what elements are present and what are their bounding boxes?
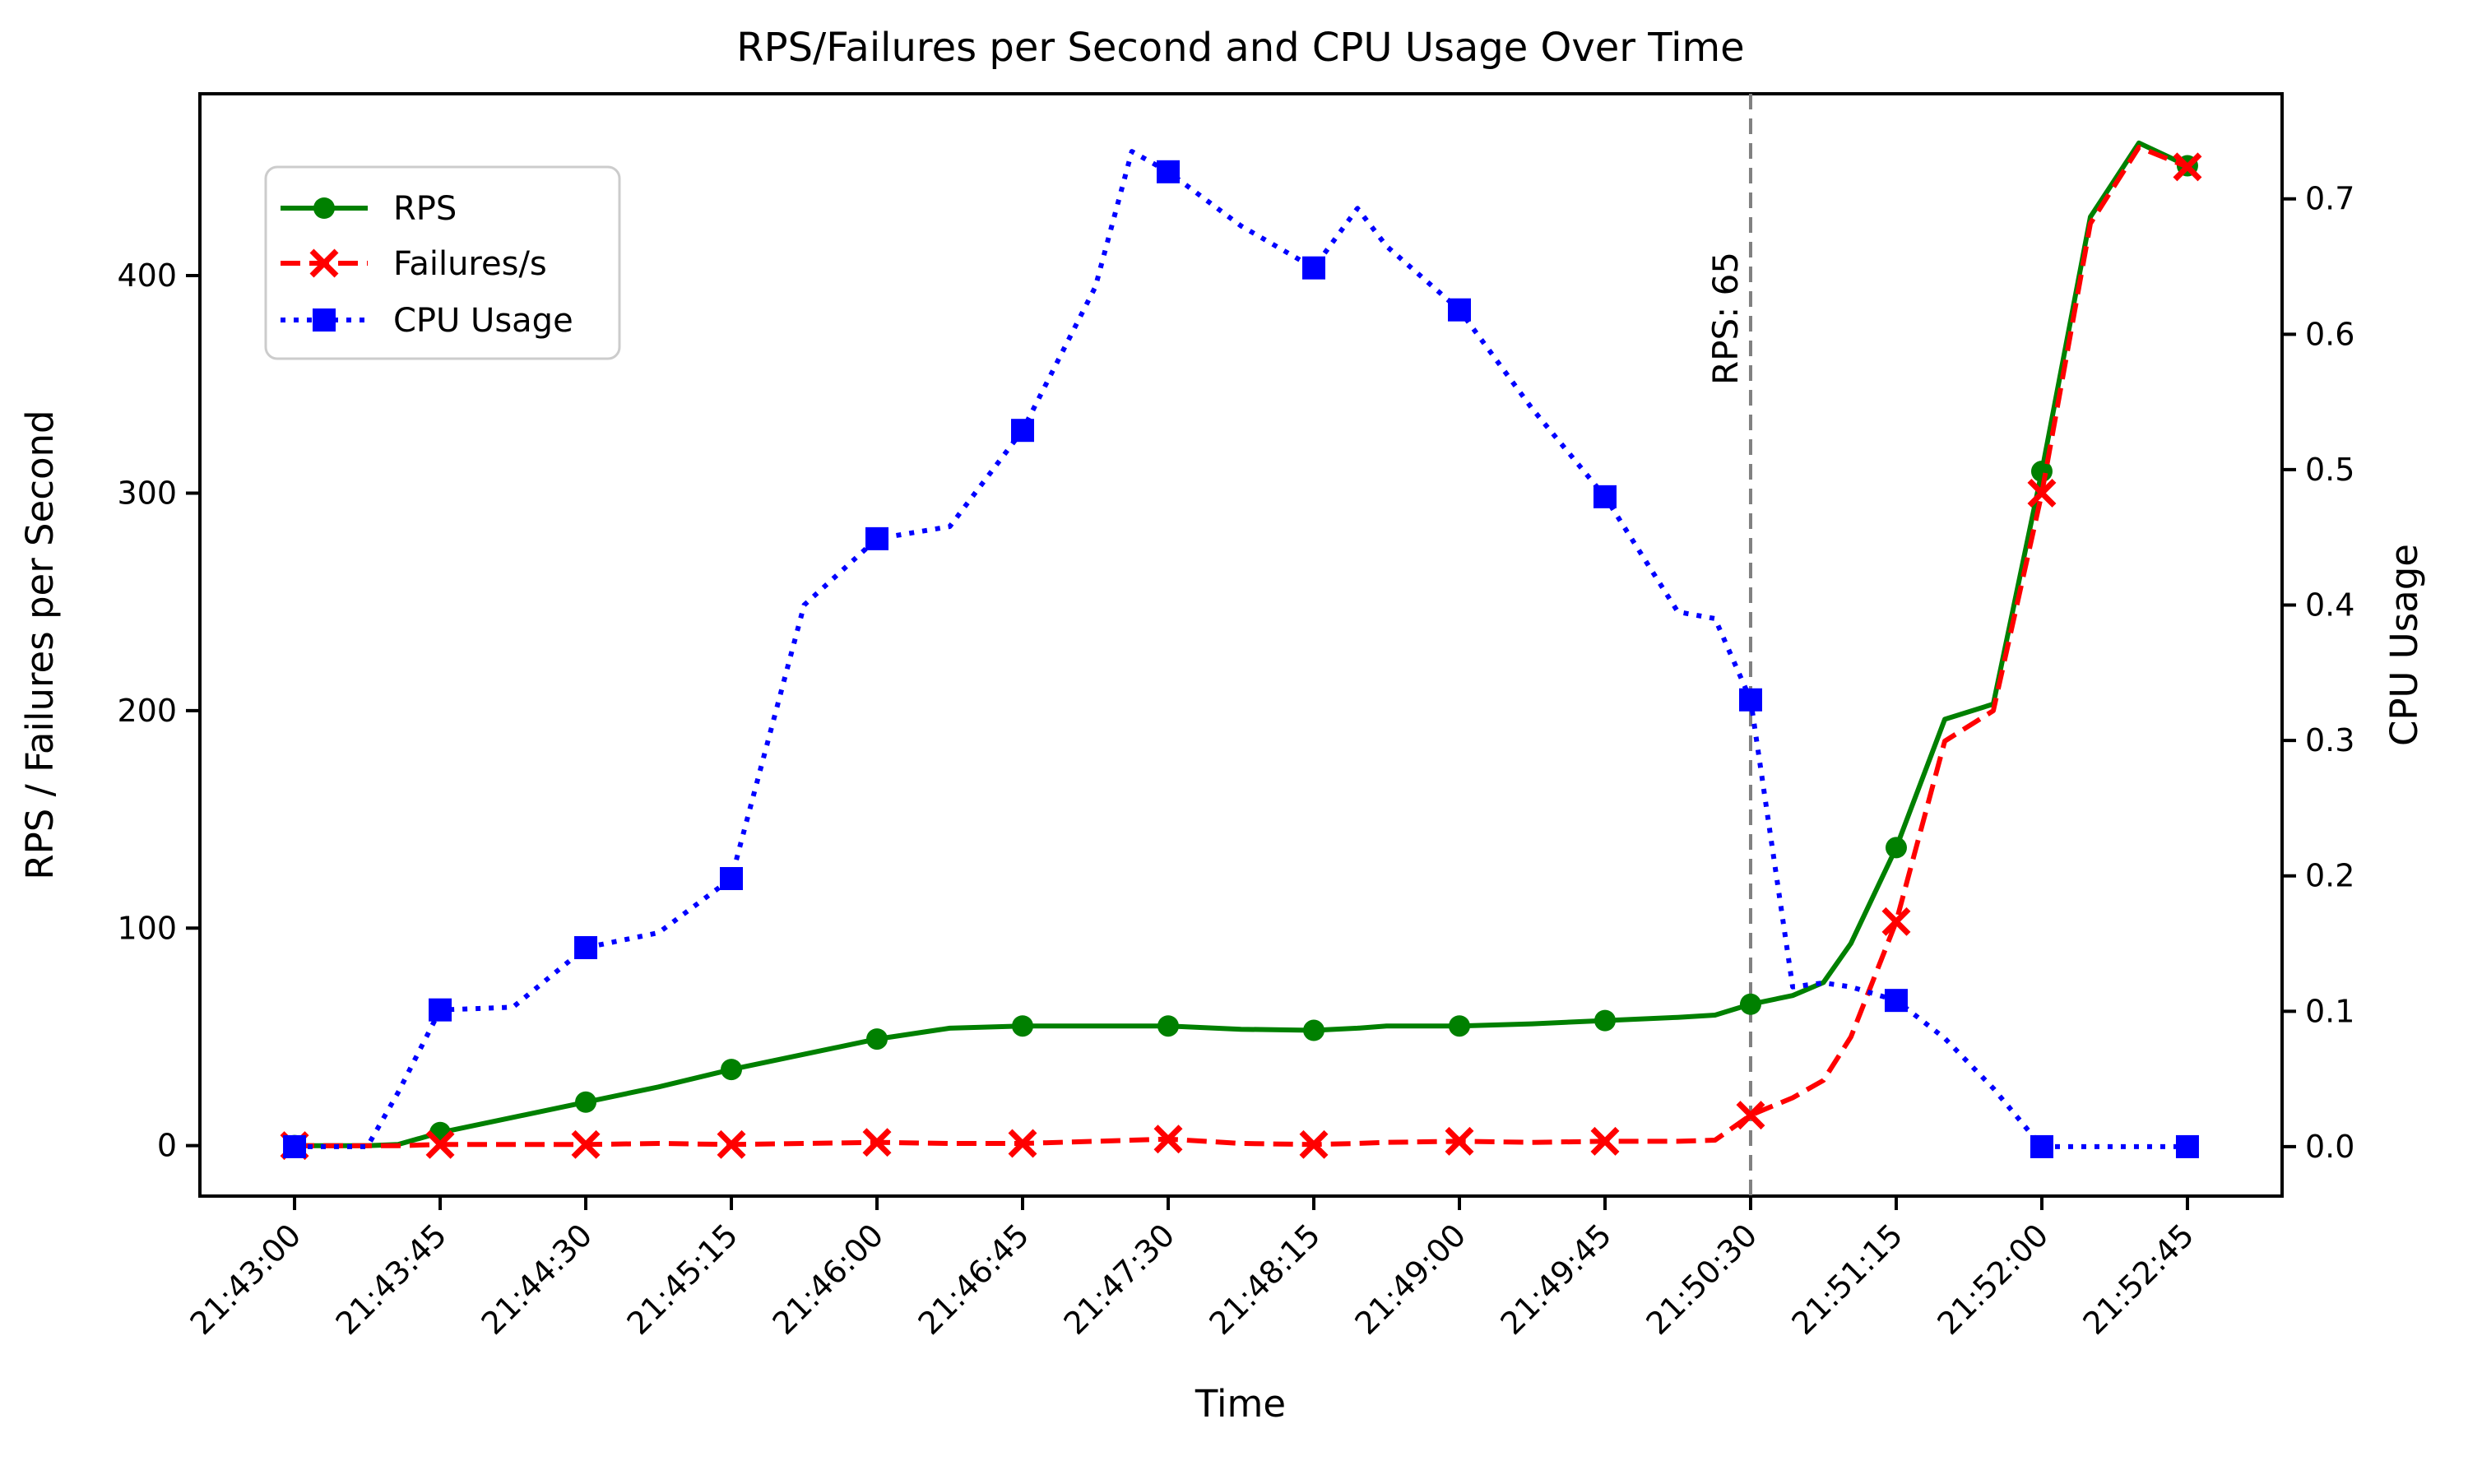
y-left-tick-label: 100 — [117, 910, 177, 946]
vline-annotation: RPS: 65 — [1705, 252, 1746, 385]
cpu-marker-square-icon — [2175, 1134, 2199, 1158]
failures-marker-x-icon — [571, 1129, 601, 1159]
failures-marker-x-icon — [425, 1129, 455, 1159]
cpu-marker-square-icon — [2030, 1134, 2053, 1158]
failures-marker-x-icon — [1445, 1126, 1474, 1156]
cpu-marker-square-icon — [1157, 160, 1181, 183]
cpu-marker-square-icon — [1447, 298, 1471, 322]
y-right-tick-label: 0.7 — [2305, 181, 2354, 217]
x-axis-label: Time — [1195, 1382, 1286, 1426]
failures-marker-x-icon — [1299, 1129, 1329, 1159]
rps-marker-circle-icon — [1594, 1009, 1616, 1032]
cpu-marker-square-icon — [720, 867, 744, 891]
y-left-tick-label: 200 — [117, 693, 177, 729]
cpu-marker-square-icon — [1011, 419, 1035, 443]
legend-item-label: CPU Usage — [393, 302, 573, 340]
y-left-tick-label: 0 — [157, 1128, 177, 1164]
rps-marker-circle-icon — [866, 1028, 888, 1050]
failures-marker-x-icon — [1881, 907, 1911, 936]
x-tick-label: 21:43:45 — [329, 1217, 454, 1342]
y-axis-left-label: RPS / Failures per Second — [18, 410, 62, 879]
x-tick-label: 21:45:15 — [620, 1217, 745, 1342]
cpu-marker-square-icon — [429, 998, 452, 1022]
legend: RPS Failures/s CPU Usage — [264, 165, 621, 360]
x-tick-label: 21:44:30 — [475, 1217, 600, 1342]
failures-marker-x-icon — [1736, 1101, 1765, 1130]
legend-item-rps: RPS — [281, 190, 457, 228]
y-right-tick-label: 0.1 — [2305, 993, 2354, 1029]
legend-item-label: RPS — [393, 190, 457, 228]
rps-line — [295, 140, 2189, 1148]
cpu-marker-square-icon — [1593, 485, 1617, 508]
y-right-tick-label: 0.6 — [2305, 316, 2354, 352]
rps-marker-circle-icon — [1739, 993, 1761, 1015]
failures-marker-x-icon — [2027, 478, 2057, 508]
chart-title: RPS/Failures per Second and CPU Usage Ov… — [736, 25, 1744, 71]
failures-marker-x-icon — [717, 1129, 746, 1159]
x-tick-label: 21:49:00 — [1348, 1217, 1473, 1342]
failures-marker-x-icon — [1590, 1126, 1620, 1156]
rps-marker-circle-icon — [1012, 1015, 1034, 1037]
cpu-usage-line — [295, 149, 2187, 1149]
y-right-tick-label: 0.0 — [2305, 1129, 2354, 1165]
plot-area — [198, 92, 2284, 1198]
cpu-marker-square-icon — [1301, 256, 1325, 280]
y-left-tick-label: 300 — [117, 475, 177, 511]
failures-marker-x-icon — [2173, 152, 2202, 182]
y-right-tick-label: 0.4 — [2305, 587, 2354, 624]
cpu-marker-square-icon — [1738, 688, 1762, 712]
rps-marker-circle-icon — [1302, 1019, 1324, 1041]
legend-item-label: Failures/s — [393, 245, 547, 283]
rps-marker-circle-icon — [721, 1059, 743, 1081]
failures-marker-x-icon — [1153, 1125, 1183, 1154]
cpu-marker-square-icon — [1884, 989, 1908, 1013]
legend-item-failures: Failures/s — [281, 245, 547, 283]
square-icon — [313, 308, 336, 332]
failures-marker-x-icon — [862, 1128, 892, 1157]
x-tick-label: 21:50:30 — [1640, 1217, 1765, 1342]
y-left-tick-label: 400 — [117, 257, 177, 294]
x-tick-label: 21:48:15 — [1203, 1217, 1328, 1342]
cpu-marker-square-icon — [574, 935, 598, 959]
x-icon — [309, 248, 339, 278]
x-tick-label: 21:46:00 — [766, 1217, 891, 1342]
x-tick-label: 21:43:00 — [183, 1217, 308, 1342]
x-tick-label: 21:52:00 — [1931, 1217, 2056, 1342]
x-tick-label: 21:47:30 — [1057, 1217, 1182, 1342]
x-tick-label: 21:49:45 — [1494, 1217, 1619, 1342]
rps-marker-circle-icon — [1157, 1015, 1180, 1037]
legend-item-cpu: CPU Usage — [281, 302, 573, 340]
cpu-marker-square-icon — [865, 526, 889, 550]
rps-marker-circle-icon — [575, 1091, 597, 1113]
y-axis-right-label: CPU Usage — [2382, 544, 2426, 746]
circle-icon — [313, 197, 335, 219]
y-right-tick-label: 0.3 — [2305, 722, 2354, 758]
rps-marker-circle-icon — [1885, 837, 1907, 859]
cpu-marker-square-icon — [283, 1134, 307, 1158]
y-right-tick-label: 0.2 — [2305, 858, 2354, 894]
x-tick-label: 21:52:45 — [2076, 1217, 2201, 1342]
y-right-tick-label: 0.5 — [2305, 452, 2354, 488]
failures-marker-x-icon — [1008, 1129, 1037, 1158]
legend-box — [264, 165, 621, 360]
x-tick-label: 21:51:15 — [1785, 1217, 1910, 1342]
rps-marker-circle-icon — [1448, 1015, 1470, 1037]
x-tick-label: 21:46:45 — [912, 1217, 1037, 1342]
